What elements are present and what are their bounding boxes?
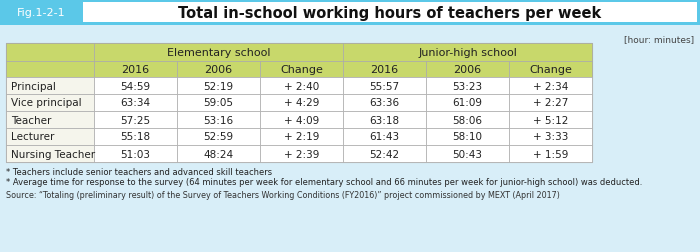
Bar [94, 145, 177, 162]
Bar [426, 62, 509, 78]
Text: 50:43: 50:43 [452, 149, 482, 159]
Bar [177, 62, 260, 78]
Bar [509, 129, 592, 145]
Bar [94, 44, 343, 62]
Text: 2006: 2006 [204, 65, 232, 75]
Bar [94, 112, 177, 129]
Bar [6, 44, 592, 162]
Bar [509, 62, 592, 78]
Text: 2006: 2006 [454, 65, 482, 75]
Bar [509, 94, 592, 112]
Text: Teacher: Teacher [11, 115, 51, 125]
Bar [260, 112, 343, 129]
Text: 51:03: 51:03 [120, 149, 150, 159]
Bar [343, 145, 426, 162]
Text: + 3:33: + 3:33 [533, 132, 568, 142]
Text: + 2:34: + 2:34 [533, 81, 568, 91]
Bar [343, 129, 426, 145]
Bar [177, 94, 260, 112]
Bar [260, 62, 343, 78]
Bar [6, 62, 94, 78]
Bar [343, 44, 592, 62]
Bar [343, 112, 426, 129]
Text: 61:43: 61:43 [370, 132, 400, 142]
Bar [94, 78, 177, 94]
Text: + 2:19: + 2:19 [284, 132, 319, 142]
Text: 57:25: 57:25 [120, 115, 150, 125]
Text: 63:18: 63:18 [370, 115, 400, 125]
Bar [260, 78, 343, 94]
Bar [3, 3, 79, 23]
Bar [94, 94, 177, 112]
Bar [83, 3, 697, 23]
Bar [6, 44, 94, 62]
Text: 53:16: 53:16 [204, 115, 234, 125]
Text: 55:57: 55:57 [370, 81, 400, 91]
Text: + 2:40: + 2:40 [284, 81, 319, 91]
Text: + 4:29: + 4:29 [284, 98, 319, 108]
Text: Lecturer: Lecturer [11, 132, 55, 142]
Text: + 2:27: + 2:27 [533, 98, 568, 108]
Bar [509, 145, 592, 162]
Text: 55:18: 55:18 [120, 132, 150, 142]
Text: * Average time for response to the survey (64 minutes per week for elementary sc: * Average time for response to the surve… [6, 177, 643, 186]
Bar [426, 78, 509, 94]
Text: Total in-school working hours of teachers per week: Total in-school working hours of teacher… [178, 6, 601, 20]
Text: Principal: Principal [11, 81, 56, 91]
Text: 63:36: 63:36 [370, 98, 400, 108]
Text: + 2:39: + 2:39 [284, 149, 319, 159]
Bar [426, 129, 509, 145]
Text: Junior-high school: Junior-high school [418, 48, 517, 58]
Text: + 4:09: + 4:09 [284, 115, 319, 125]
Text: 52:59: 52:59 [204, 132, 234, 142]
Bar [177, 129, 260, 145]
Bar [260, 94, 343, 112]
Bar [177, 145, 260, 162]
Bar [426, 112, 509, 129]
Bar [343, 94, 426, 112]
Text: Vice principal: Vice principal [11, 98, 82, 108]
Bar [343, 62, 426, 78]
Bar [426, 94, 509, 112]
Text: * Teachers include senior teachers and advanced skill teachers: * Teachers include senior teachers and a… [6, 167, 272, 176]
Text: 2016: 2016 [370, 65, 398, 75]
Bar [6, 112, 94, 129]
Bar [177, 112, 260, 129]
Text: Elementary school: Elementary school [167, 48, 270, 58]
Bar [426, 145, 509, 162]
Text: 2016: 2016 [121, 65, 150, 75]
Bar [6, 145, 94, 162]
Bar [343, 78, 426, 94]
Bar [0, 0, 700, 26]
Text: [hour: minutes]: [hour: minutes] [624, 35, 694, 44]
Bar [260, 145, 343, 162]
Bar [6, 94, 94, 112]
Text: Change: Change [280, 65, 323, 75]
Text: 52:19: 52:19 [204, 81, 234, 91]
Text: Nursing Teacher: Nursing Teacher [11, 149, 95, 159]
Text: 48:24: 48:24 [204, 149, 234, 159]
Bar [260, 129, 343, 145]
Text: + 5:12: + 5:12 [533, 115, 568, 125]
Text: 58:06: 58:06 [452, 115, 482, 125]
Text: Fig.1-2-1: Fig.1-2-1 [17, 8, 65, 18]
Text: + 1:59: + 1:59 [533, 149, 568, 159]
Text: 59:05: 59:05 [204, 98, 234, 108]
Text: Change: Change [529, 65, 572, 75]
Bar [94, 129, 177, 145]
Text: 53:23: 53:23 [452, 81, 482, 91]
Bar [94, 62, 177, 78]
Text: 61:09: 61:09 [452, 98, 482, 108]
Bar [509, 78, 592, 94]
Text: Source: “Totaling (preliminary result) of the Survey of Teachers Working Conditi: Source: “Totaling (preliminary result) o… [6, 190, 560, 199]
Text: 63:34: 63:34 [120, 98, 150, 108]
Bar [509, 112, 592, 129]
Text: 58:10: 58:10 [452, 132, 482, 142]
Text: 54:59: 54:59 [120, 81, 150, 91]
Bar [6, 78, 94, 94]
Text: 52:42: 52:42 [370, 149, 400, 159]
Bar [177, 78, 260, 94]
Bar [6, 129, 94, 145]
